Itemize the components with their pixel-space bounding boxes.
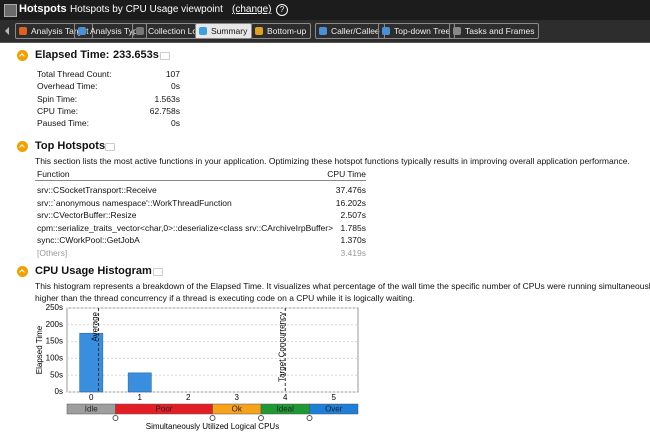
metric-value: 107 bbox=[165, 69, 180, 79]
metric-value: 62.758s bbox=[149, 105, 180, 116]
x-tick-label: 2 bbox=[186, 393, 191, 402]
marker-label: Target Concurrency bbox=[277, 312, 286, 382]
x-tick-label: 4 bbox=[283, 393, 288, 402]
function-name: srv::CSocketTransport::Receive bbox=[37, 185, 157, 195]
y-tick-label: 100s bbox=[46, 354, 63, 363]
tab[interactable]: Tasks and Frames bbox=[449, 23, 540, 39]
collapse-icon[interactable] bbox=[17, 266, 28, 277]
copy-icon[interactable] bbox=[105, 143, 115, 151]
others-label: [Others] bbox=[37, 247, 68, 258]
tab-icon bbox=[19, 27, 27, 35]
function-name: srv::`anonymous namespace'::WorkThreadFu… bbox=[37, 197, 232, 208]
function-name: sync::CWorkPool::GetJobA bbox=[37, 235, 140, 245]
tab-icon bbox=[453, 27, 461, 35]
tab-icon bbox=[78, 27, 86, 35]
tab[interactable]: Analysis Target bbox=[15, 23, 94, 39]
cpu-time: 2.507s bbox=[340, 210, 366, 220]
tab-icon bbox=[382, 27, 390, 35]
y-axis-title: Elapsed Time bbox=[35, 325, 44, 374]
y-tick-label: 200s bbox=[46, 320, 63, 329]
metric-label: CPU Time: bbox=[37, 105, 79, 116]
x-tick-label: 0 bbox=[89, 393, 94, 402]
function-name: cpm::serialize_traits_vector<char,0>::de… bbox=[37, 222, 334, 233]
toolbar: Analysis Target Analysis Type Collection L… bbox=[0, 20, 650, 43]
utilization-band bbox=[309, 403, 359, 415]
others-value: 3.419s bbox=[340, 247, 366, 258]
tab-icon bbox=[136, 27, 144, 35]
band-handle bbox=[306, 415, 313, 421]
cpu-time: 16.202s bbox=[335, 197, 366, 208]
cpu-time: 1.785s bbox=[340, 222, 366, 233]
x-tick-label: 1 bbox=[138, 393, 143, 402]
function-name: srv::CVectorBuffer::Resize bbox=[37, 210, 137, 220]
cpu-time: 1.370s bbox=[340, 235, 366, 245]
y-tick-label: 250s bbox=[46, 303, 63, 312]
metric-value: 1.563s bbox=[154, 93, 180, 104]
metric-value: 0s bbox=[171, 81, 180, 92]
band-handle bbox=[209, 415, 216, 421]
metric-label: Paused Time: bbox=[37, 118, 89, 129]
band-label: Poor bbox=[156, 405, 173, 414]
section-description: higher than the thread concurrency if a … bbox=[35, 293, 415, 303]
header-viewpoint: Hotspots by CPU Usage viewpoint bbox=[70, 4, 223, 15]
column-header: Function bbox=[37, 169, 70, 179]
section-title: Elapsed Time: bbox=[35, 49, 110, 61]
band-handle bbox=[258, 415, 264, 421]
metric-value: 0s bbox=[171, 118, 180, 129]
bar bbox=[79, 332, 104, 393]
tab-icon bbox=[319, 27, 327, 35]
tab-icon bbox=[255, 27, 263, 35]
collapse-icon[interactable] bbox=[17, 50, 28, 61]
y-tick-label: 150s bbox=[46, 337, 63, 346]
cpu-time: 37.476s bbox=[335, 185, 366, 195]
section-description: This section lists the most active funct… bbox=[35, 156, 630, 166]
app-icon bbox=[4, 4, 17, 17]
header-rule bbox=[35, 180, 366, 181]
marker-label: Average bbox=[91, 311, 100, 341]
collapse-icon[interactable] bbox=[17, 141, 28, 152]
band-label: Idle bbox=[85, 405, 98, 414]
section-title: CPU Usage Histogram bbox=[35, 265, 152, 277]
bar bbox=[127, 372, 152, 393]
tab[interactable]: Analysis Type bbox=[74, 23, 148, 39]
metric-label: Overhead Time: bbox=[37, 81, 98, 92]
band-label: Ok bbox=[232, 405, 243, 414]
copy-icon[interactable] bbox=[160, 52, 170, 60]
metric-label: Spin Time: bbox=[37, 93, 78, 104]
tab-icon bbox=[199, 27, 207, 35]
tab[interactable]: Bottom-up bbox=[251, 23, 312, 39]
header-bar: Hotspots Hotspots by CPU Usage viewpoint… bbox=[0, 0, 650, 20]
band-handle bbox=[112, 415, 119, 421]
y-tick-label: 0s bbox=[55, 387, 63, 396]
copy-icon[interactable] bbox=[153, 268, 163, 276]
change-link[interactable]: (change) bbox=[232, 4, 272, 15]
y-tick-label: 50s bbox=[50, 370, 63, 379]
section-description: This histogram represents a breakdown of… bbox=[35, 281, 650, 291]
nav-arrow[interactable] bbox=[5, 27, 9, 35]
x-tick-label: 5 bbox=[332, 393, 337, 402]
header-title: Hotspots bbox=[19, 3, 67, 15]
plot-area bbox=[66, 307, 359, 393]
band-label: Over bbox=[325, 405, 343, 414]
elapsed-value: 233.653s bbox=[113, 49, 159, 61]
help-button[interactable]: ? bbox=[276, 4, 288, 16]
metric-label: Total Thread Count: bbox=[37, 69, 112, 79]
tab[interactable]: Summary bbox=[195, 23, 253, 39]
x-axis-title: Simultaneously Utilized Logical CPUs bbox=[146, 422, 279, 431]
x-tick-label: 3 bbox=[235, 393, 240, 402]
section-title: Top Hotspots bbox=[35, 140, 106, 152]
band-label: Ideal bbox=[277, 405, 295, 414]
column-header: CPU Time bbox=[327, 169, 366, 179]
